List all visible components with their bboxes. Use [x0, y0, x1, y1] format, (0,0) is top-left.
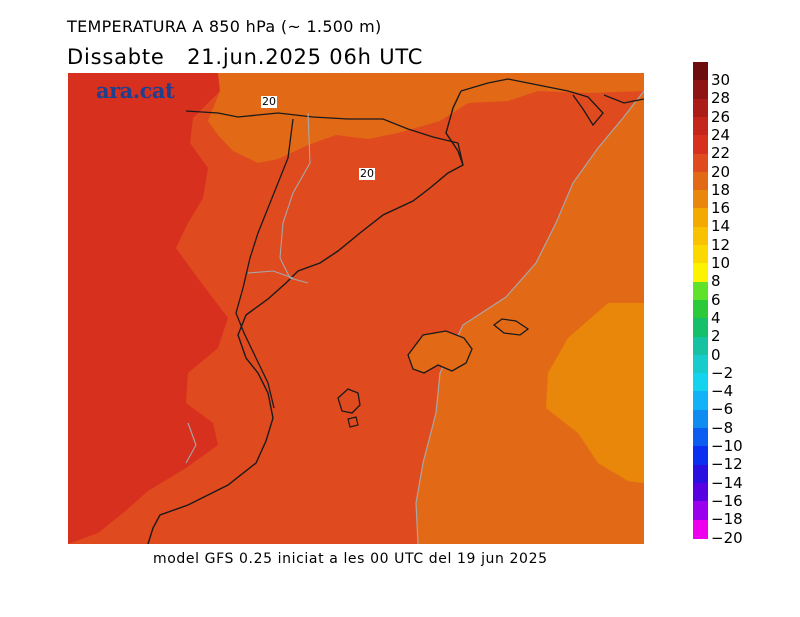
legend-tick: 20 [711, 162, 731, 181]
legend-swatch [693, 428, 708, 447]
legend-swatch [693, 80, 708, 100]
legend-swatch [693, 135, 708, 155]
legend-swatch [693, 153, 708, 173]
legend-swatch [693, 519, 708, 539]
legend-swatch [693, 501, 708, 521]
legend-tick: 4 [711, 308, 721, 327]
legend-tick: 8 [711, 272, 721, 291]
legend-swatch [693, 354, 708, 374]
island-menorca [492, 318, 530, 336]
island-ibiza [337, 388, 361, 414]
legend-swatch [693, 208, 708, 228]
legend-tick: −14 [711, 473, 743, 492]
legend-tick: −20 [711, 528, 743, 547]
legend-tick: −16 [711, 491, 743, 510]
legend-tick: 0 [711, 345, 721, 364]
legend-swatch [693, 391, 708, 411]
legend-tick: 16 [711, 199, 731, 218]
legend-swatch [693, 62, 708, 81]
legend-tick: −12 [711, 455, 743, 474]
map-date: Dissabte 21.jun.2025 06h UTC [67, 45, 424, 69]
legend-tick: −2 [711, 363, 734, 382]
legend-tick: 10 [711, 254, 731, 272]
ara-cat-logo: ara.cat [96, 78, 175, 103]
legend-tick: 6 [711, 290, 721, 309]
legend-swatch [693, 336, 708, 356]
legend-tick: −8 [711, 418, 734, 437]
legend-tick: 12 [711, 235, 731, 254]
legend-swatch [693, 263, 708, 283]
legend-tick: −4 [711, 382, 734, 401]
contour-label: 20 [359, 167, 375, 180]
legend-tick: 28 [711, 89, 731, 108]
field-22-24-west [68, 73, 228, 544]
legend-swatch [693, 226, 708, 246]
legend-swatch [693, 464, 708, 484]
legend-tick: −10 [711, 437, 743, 455]
contour-label: 20 [261, 95, 277, 108]
legend-swatch [693, 409, 708, 429]
legend-tick: 14 [711, 217, 731, 236]
legend-swatch [693, 482, 708, 502]
legend-swatch [693, 318, 708, 338]
temperature-map [68, 73, 644, 544]
map-title: TEMPERATURA A 850 hPa (~ 1.500 m) [67, 17, 382, 36]
legend-tick: −6 [711, 400, 734, 419]
legend-swatch [693, 171, 708, 191]
legend-swatch [693, 446, 708, 466]
legend-tick: 24 [711, 125, 731, 144]
legend-tick: 2 [711, 327, 721, 346]
legend-tick: 26 [711, 107, 731, 126]
island-formentera [347, 416, 359, 428]
field-18-20-pyrenees [208, 73, 644, 163]
model-footer: model GFS 0.25 iniciat a les 00 UTC del … [153, 551, 548, 567]
legend-swatch [693, 299, 708, 319]
legend-tick: 22 [711, 144, 731, 163]
legend-tick: 30 [711, 71, 731, 89]
legend-tick: −18 [711, 510, 743, 529]
legend-swatch [693, 373, 708, 393]
legend-swatch [693, 98, 708, 118]
legend-swatch [693, 190, 708, 210]
legend-tick: 18 [711, 180, 731, 199]
legend-swatch [693, 116, 708, 136]
legend-swatch [693, 245, 708, 264]
field-16-18-southeast [546, 303, 644, 483]
island-mallorca [407, 330, 473, 374]
legend-swatch [693, 281, 708, 301]
